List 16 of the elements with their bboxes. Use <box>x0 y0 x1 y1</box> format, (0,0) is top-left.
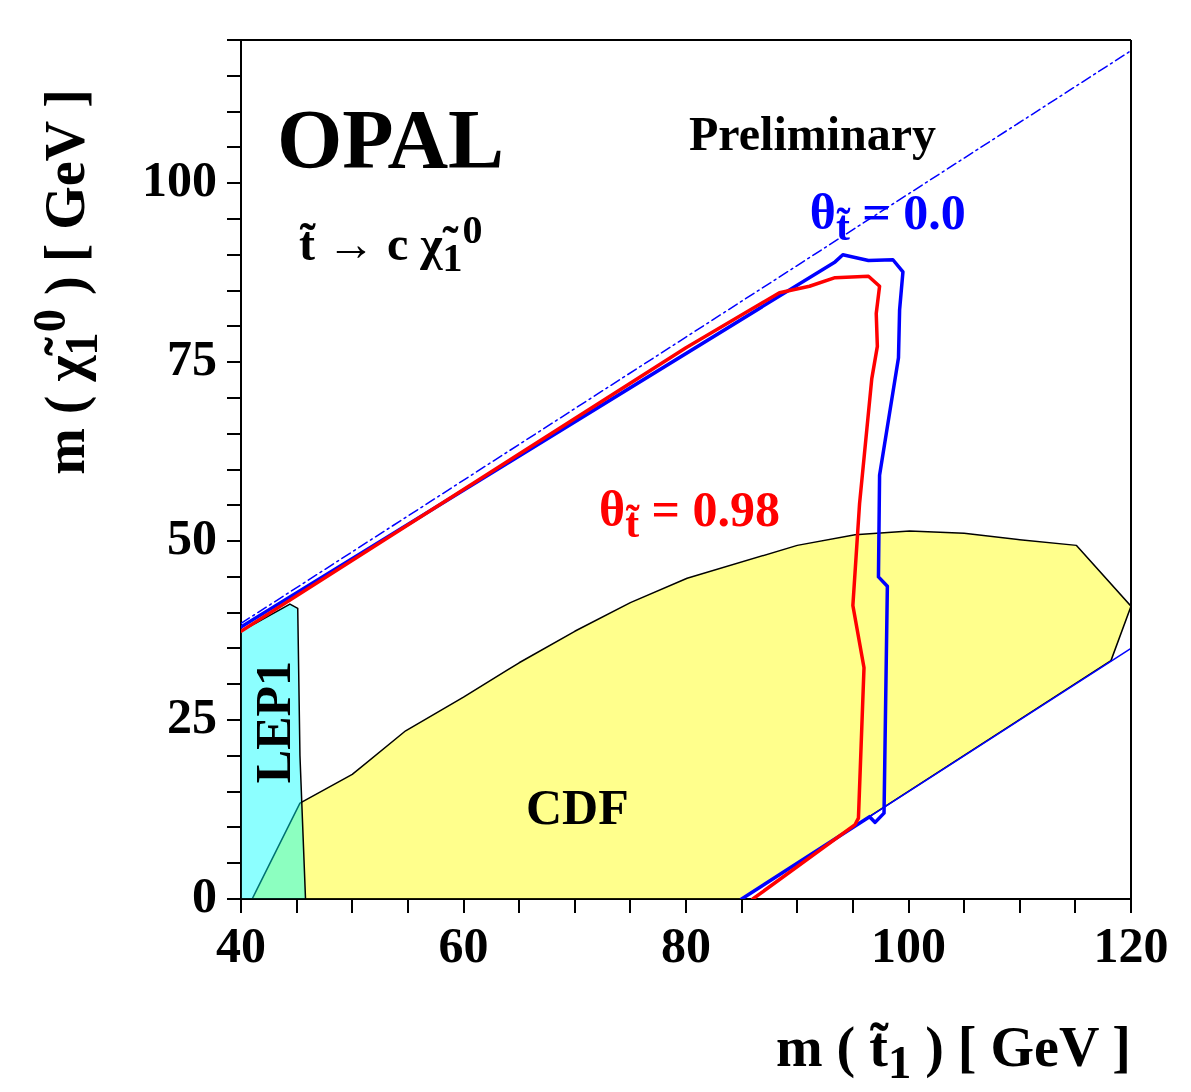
x-tick-label: 120 <box>1093 916 1169 973</box>
y-tick-label: 25 <box>167 687 217 744</box>
x-tick-label: 40 <box>216 916 266 973</box>
y-tick-label: 0 <box>192 866 217 923</box>
y-tick-label: 100 <box>142 151 217 208</box>
series-label: LEP1 <box>245 660 302 784</box>
y-tick-label: 75 <box>167 330 217 387</box>
y-tick-label: 50 <box>167 509 217 566</box>
x-tick-label: 80 <box>661 916 711 973</box>
x-tick-label: 60 <box>438 916 489 973</box>
x-tick-label: 100 <box>871 916 946 973</box>
x-axis-title: m ( t̃$_{1}$ ) [ GeV ] <box>775 1016 1131 1089</box>
series-label: CDF <box>525 779 629 835</box>
text: OPAL <box>277 93 505 186</box>
text: Preliminary <box>689 107 937 160</box>
series-label: θ$_{t̃}$ = 0.98 <box>599 480 781 546</box>
